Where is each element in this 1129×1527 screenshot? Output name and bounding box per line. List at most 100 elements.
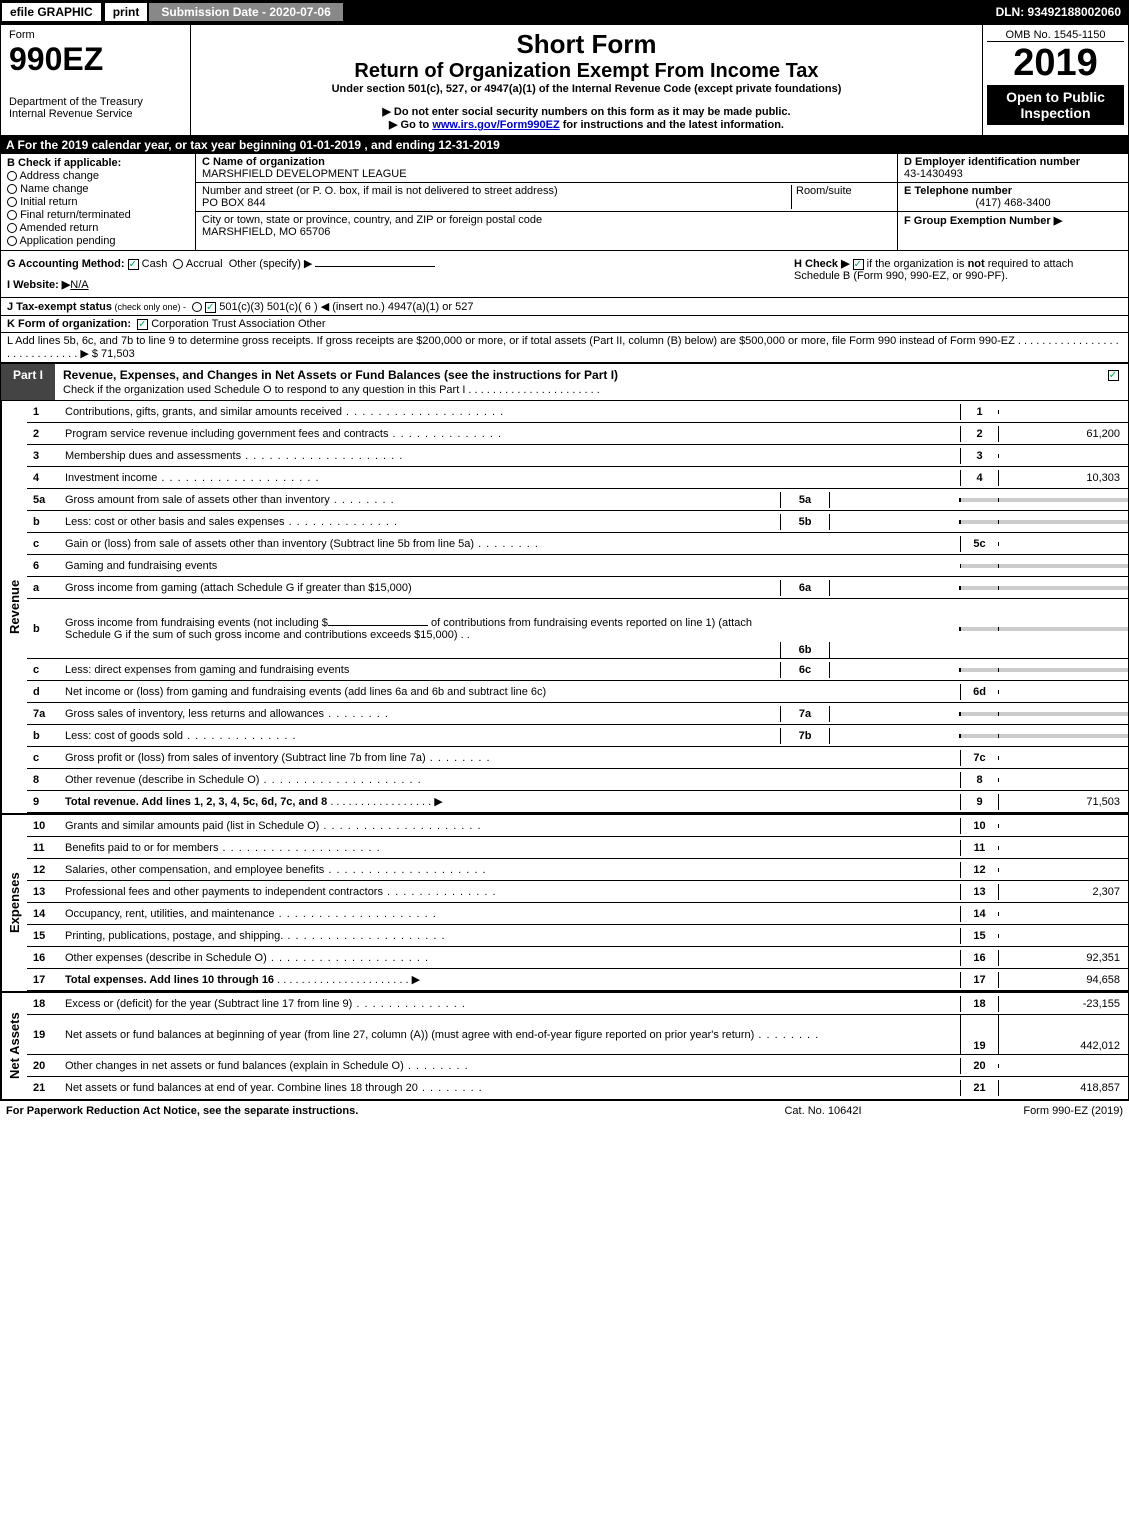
line-6-desc: Gaming and fundraising events <box>63 558 960 574</box>
ssn-note: ▶ Do not enter social security numbers o… <box>199 105 974 118</box>
tax-year: 2019 <box>987 42 1124 85</box>
ein: 43-1430493 <box>904 168 1122 180</box>
form-header: Form 990EZ Department of the Treasury In… <box>0 24 1129 136</box>
form-number: 990EZ <box>9 41 182 78</box>
line-6a-desc: Gross income from gaming (attach Schedul… <box>63 580 780 596</box>
section-k: K Form of organization: Corporation Trus… <box>0 316 1129 333</box>
dept-treasury: Department of the Treasury <box>9 96 182 108</box>
line-18-value: -23,155 <box>998 996 1128 1012</box>
line-6d-value <box>998 690 1128 694</box>
line-5b-midval <box>830 520 960 524</box>
form-label: Form <box>9 29 182 41</box>
line-14-value <box>998 912 1128 916</box>
line-12-value <box>998 868 1128 872</box>
paperwork-notice: For Paperwork Reduction Act Notice, see … <box>6 1105 723 1117</box>
line-10-desc: Grants and similar amounts paid (list in… <box>63 818 960 834</box>
line-11-desc: Benefits paid to or for members <box>63 840 960 856</box>
check-amended[interactable] <box>7 223 17 233</box>
section-j: J Tax-exempt status (check only one) - 5… <box>0 298 1129 316</box>
revenue-table: Revenue 1Contributions, gifts, grants, a… <box>0 401 1129 813</box>
h-label: H Check ▶ <box>794 258 850 270</box>
check-cash[interactable] <box>128 259 139 270</box>
line-5a-midval <box>830 498 960 502</box>
line-4-desc: Investment income <box>63 470 960 486</box>
netassets-vlabel: Net Assets <box>1 993 27 1099</box>
check-501c[interactable] <box>205 302 216 313</box>
line-6a-midval <box>830 586 960 590</box>
line-5c-desc: Gain or (loss) from sale of assets other… <box>63 536 960 552</box>
line-15-desc: Printing, publications, postage, and shi… <box>63 928 960 944</box>
short-form-title: Short Form <box>199 29 974 60</box>
line-2-desc: Program service revenue including govern… <box>63 426 960 442</box>
check-501c3[interactable] <box>192 302 202 312</box>
under-section: Under section 501(c), 527, or 4947(a)(1)… <box>199 83 974 95</box>
line-15-value <box>998 934 1128 938</box>
line-7a-midval <box>830 712 960 716</box>
line-12-desc: Salaries, other compensation, and employ… <box>63 862 960 878</box>
line-8-value <box>998 778 1128 782</box>
dln: DLN: 93492188002060 <box>996 5 1129 19</box>
org-name: MARSHFIELD DEVELOPMENT LEAGUE <box>202 168 891 180</box>
section-gh: G Accounting Method: Cash Accrual Other … <box>0 251 1129 298</box>
efile-button[interactable]: efile GRAPHIC <box>2 3 101 21</box>
check-schedule-o[interactable] <box>1108 370 1119 381</box>
line-19-value: 442,012 <box>998 1015 1128 1054</box>
line-9-value: 71,503 <box>998 794 1128 810</box>
check-address-change[interactable] <box>7 171 17 181</box>
city-label: City or town, state or province, country… <box>202 214 891 226</box>
line-19-desc: Net assets or fund balances at beginning… <box>63 1027 960 1043</box>
addr-label: Number and street (or P. O. box, if mail… <box>202 185 791 197</box>
section-def: D Employer identification number 43-1430… <box>898 154 1128 250</box>
line-4-value: 10,303 <box>998 470 1128 486</box>
line-17-value: 94,658 <box>998 972 1128 988</box>
line-5b-desc: Less: cost or other basis and sales expe… <box>63 514 780 530</box>
line-5a-desc: Gross amount from sale of assets other t… <box>63 492 780 508</box>
section-b: B Check if applicable: Address change Na… <box>1 154 196 250</box>
accounting-method-label: G Accounting Method: <box>7 258 125 270</box>
open-public: Open to Public Inspection <box>987 85 1124 125</box>
line-7b-desc: Less: cost of goods sold <box>63 728 780 744</box>
website: N/A <box>70 279 88 291</box>
line-2-value: 61,200 <box>998 426 1128 442</box>
check-pending[interactable] <box>7 236 17 246</box>
line-8-desc: Other revenue (describe in Schedule O) <box>63 772 960 788</box>
line-6d-desc: Net income or (loss) from gaming and fun… <box>63 684 960 700</box>
submission-date: Submission Date - 2020-07-06 <box>149 3 342 21</box>
addr: PO BOX 844 <box>202 197 791 209</box>
netassets-table: Net Assets 18Excess or (deficit) for the… <box>0 991 1129 1100</box>
part1-header: Part I Revenue, Expenses, and Changes in… <box>0 363 1129 401</box>
phone-label: E Telephone number <box>904 185 1122 197</box>
ein-label: D Employer identification number <box>904 156 1122 168</box>
irs-link[interactable]: www.irs.gov/Form990EZ <box>432 119 559 131</box>
check-initial-return[interactable] <box>7 197 17 207</box>
website-label: I Website: ▶ <box>7 279 70 291</box>
check-name-change[interactable] <box>7 184 17 194</box>
room-suite-label: Room/suite <box>791 185 891 209</box>
line-21-value: 418,857 <box>998 1080 1128 1096</box>
line-6c-midval <box>830 668 960 672</box>
line-10-value <box>998 824 1128 828</box>
group-exempt-label: F Group Exemption Number ▶ <box>904 214 1122 227</box>
section-c: C Name of organization MARSHFIELD DEVELO… <box>196 154 898 250</box>
line-9-desc: Total revenue. Add lines 1, 2, 3, 4, 5c,… <box>63 793 960 810</box>
omb-number: OMB No. 1545-1150 <box>987 29 1124 42</box>
line-7b-midval <box>830 734 960 738</box>
part1-label: Part I <box>1 364 55 400</box>
line-6b-desc: Gross income from fundraising events (no… <box>63 615 780 643</box>
check-corporation[interactable] <box>137 319 148 330</box>
line-18-desc: Excess or (deficit) for the year (Subtra… <box>63 996 960 1012</box>
line-20-value <box>998 1064 1128 1068</box>
check-accrual[interactable] <box>173 259 183 269</box>
phone: (417) 468-3400 <box>904 197 1122 209</box>
line-17-desc: Total expenses. Add lines 10 through 16 … <box>63 971 960 988</box>
line-5c-value <box>998 542 1128 546</box>
section-bcd: B Check if applicable: Address change Na… <box>0 154 1129 251</box>
calendar-year-row: A For the 2019 calendar year, or tax yea… <box>0 136 1129 154</box>
part1-subtitle: Check if the organization used Schedule … <box>63 384 600 396</box>
part1-title: Revenue, Expenses, and Changes in Net As… <box>63 368 618 382</box>
line-1-desc: Contributions, gifts, grants, and simila… <box>63 404 960 420</box>
check-final-return[interactable] <box>7 210 17 220</box>
print-button[interactable]: print <box>105 3 148 21</box>
check-schedule-b[interactable] <box>853 259 864 270</box>
goto-line: ▶ Go to www.irs.gov/Form990EZ for instru… <box>199 118 974 131</box>
